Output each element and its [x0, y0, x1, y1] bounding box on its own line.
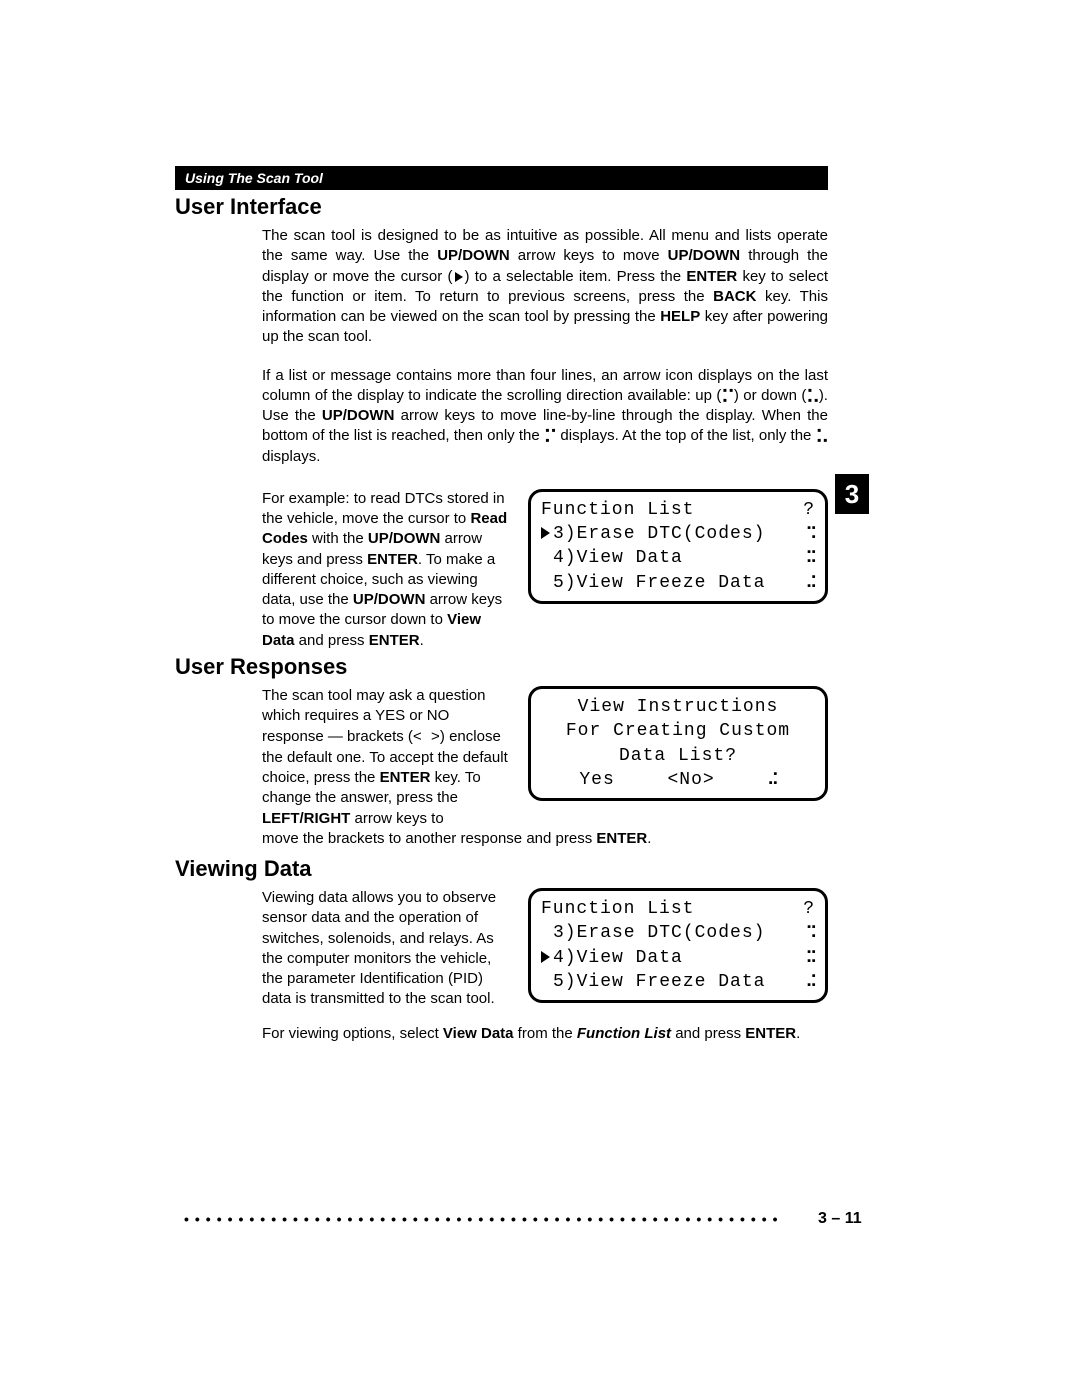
ur-text: The scan tool may ask a question which r…	[262, 686, 510, 829]
lcd-yes-no: View InstructionsFor Creating CustomData…	[528, 686, 828, 801]
heading-viewing-data: Viewing Data	[175, 856, 828, 882]
vd-text2: For viewing options, select View Data fr…	[262, 1024, 828, 1044]
footer: ••••••••••••••••••••••••••••••••••••••••…	[184, 1210, 874, 1228]
heading-user-responses: User Responses	[175, 654, 828, 680]
section-viewing-data: Viewing Data Viewing data allows you to …	[175, 856, 828, 1044]
section-user-responses: User Responses The scan tool may ask a q…	[175, 654, 828, 849]
ui-example-row: For example: to read DTCs stored in the …	[262, 489, 828, 651]
footer-dots: ••••••••••••••••••••••••••••••••••••••••…	[184, 1211, 804, 1227]
ui-para1: The scan tool is designed to be as intui…	[262, 226, 828, 348]
lcd-function-list-1: Function List?3)Erase DTC(Codes)▪▪ ▪ 4)V…	[528, 489, 828, 604]
ui-para2: If a list or message contains more than …	[262, 366, 828, 467]
ur-row: The scan tool may ask a question which r…	[262, 686, 828, 829]
ui-example-text: For example: to read DTCs stored in the …	[262, 489, 510, 651]
chapter-tab-label: 3	[845, 479, 859, 509]
lcd-function-list-2: Function List? 3)Erase DTC(Codes)▪▪ ▪4)V…	[528, 888, 828, 1003]
header-bar: Using The Scan Tool	[175, 166, 828, 190]
vd-row: Viewing data allows you to observe senso…	[262, 888, 828, 1010]
heading-user-interface: User Interface	[175, 194, 828, 220]
section-user-interface: User Interface The scan tool is designed…	[175, 194, 828, 651]
chapter-tab: 3	[835, 474, 869, 514]
vd-text: Viewing data allows you to observe senso…	[262, 888, 510, 1010]
ur-text-tail: move the brackets to another response an…	[262, 829, 828, 849]
header-text: Using The Scan Tool	[185, 170, 323, 186]
page-number: 3 – 11	[818, 1210, 862, 1228]
page: Using The Scan Tool 3 User Interface The…	[0, 0, 1080, 1397]
